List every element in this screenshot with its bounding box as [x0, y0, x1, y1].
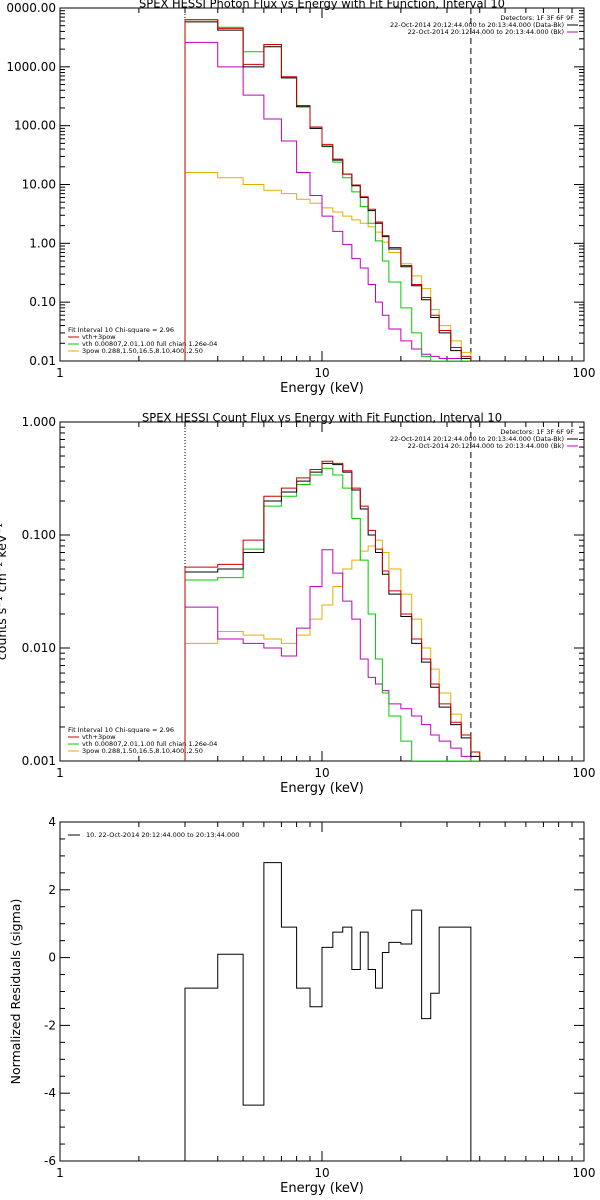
series-vth-histogram [184, 19, 471, 361]
series-model-histogram [184, 19, 472, 361]
legend-entry: Detectors: 1F 3F 6F 9F [500, 428, 574, 436]
x-tick-label: 100 [573, 366, 596, 380]
legend-entry: vth 0.00807,2.01,1.00 full chian 1.26e-0… [82, 340, 217, 348]
y-tick-label: 100.00 [14, 119, 56, 133]
x-tick-label: 10 [314, 1166, 329, 1180]
series-data-histogram [184, 462, 481, 761]
y-tick-label: 2 [48, 883, 56, 897]
legend-entry: vth+3pow [82, 333, 116, 341]
y-axis-label: Normalized Residuals (sigma) [8, 899, 23, 1085]
x-tick-label: 1 [56, 1166, 64, 1180]
x-tick-label: 1 [56, 766, 64, 780]
y-tick-label: 0000.00 [6, 1, 56, 15]
residuals-panel: 1 10 100 Energy (keV) 4 2 0 -2 -4 -6 Normalized Re… [8, 815, 595, 1196]
legend-entry: vth 0.00807,2.01,1.00 full chian 1.26e-0… [82, 740, 217, 748]
plot-frame [59, 7, 585, 362]
y-tick-label: 0.010 [22, 641, 56, 655]
x-axis-label: Energy (keV) [280, 1181, 364, 1196]
x-tick-label: 10 [314, 366, 329, 380]
x-tick-label: 100 [573, 766, 596, 780]
y-tick-label: -6 [44, 1154, 56, 1168]
legend-entry: 22-Oct-2014 20:12:44.000 to 20:13:44.000… [408, 442, 564, 450]
y-tick-label: -2 [44, 1018, 56, 1032]
legend-entry: Detectors: 1F 3F 6F 9F [500, 14, 574, 22]
legend-entry: 22-Oct-2014 20:12:44.000 to 20:13:44.000… [390, 435, 564, 443]
x-tick-label: 1 [56, 366, 64, 380]
series-bk-histogram [184, 549, 480, 761]
legend-entry: 22-Oct-2014 20:12:44.000 to 20:13:44.000… [390, 21, 564, 29]
y-tick-label: 0.001 [22, 754, 56, 768]
y-tick-label: 0.01 [29, 354, 56, 368]
photon-flux-panel: SPEX HESSI Photon Flux vs Energy with Fi… [6, 0, 595, 396]
legend-entry: 22-Oct-2014 20:12:44.000 to 20:13:44.000… [408, 28, 564, 36]
legend-entry: Fit Interval 10 Chi-square = 2.96 [68, 726, 174, 734]
y-tick-label: 0.10 [29, 295, 56, 309]
y-tick-label: 4 [48, 815, 56, 829]
chart-title: SPEX HESSI Count Flux vs Energy with Fit… [142, 411, 502, 425]
x-axis-label: Energy (keV) [280, 381, 364, 396]
x-tick-label: 10 [314, 766, 329, 780]
series-model-histogram [184, 460, 481, 761]
legend-entry: 3pow 0.288,1.50,16.5,8.10,400.,2.50 [82, 747, 203, 755]
legend-entry: 3pow 0.288,1.50,16.5,8.10,400.,2.50 [82, 347, 203, 355]
y-tick-label: 0 [48, 951, 56, 965]
y-tick-label: 0.100 [22, 528, 56, 542]
count-flux-panel: SPEX HESSI Count Flux vs Energy with Fit… [0, 411, 595, 797]
series-residuals-histogram [184, 862, 472, 1161]
legend-entry: Fit Interval 10 Chi-square = 2.96 [68, 326, 174, 334]
y-axis-label: counts s⁻¹ cm⁻² keV⁻¹ [0, 523, 9, 660]
series-bk-histogram [184, 41, 471, 361]
y-tick-label: 1.000 [22, 415, 56, 429]
legend-entry: vth+3pow [82, 733, 116, 741]
x-axis-label: Energy (keV) [280, 781, 364, 796]
y-tick-label: -4 [44, 1086, 56, 1100]
legend-entry: 10. 22-Oct-2014 20:12:44.000 to 20:13:44… [86, 831, 239, 839]
series-pow-histogram [184, 171, 472, 361]
x-tick-label: 100 [573, 1166, 596, 1180]
chart-title: SPEX HESSI Photon Flux vs Energy with Fi… [139, 0, 505, 11]
y-tick-label: 1000.00 [6, 60, 56, 74]
y-tick-label: 1.00 [29, 236, 56, 250]
series-data-histogram [184, 21, 472, 361]
y-tick-label: 10.00 [22, 178, 56, 192]
series-vth-histogram [184, 467, 480, 761]
